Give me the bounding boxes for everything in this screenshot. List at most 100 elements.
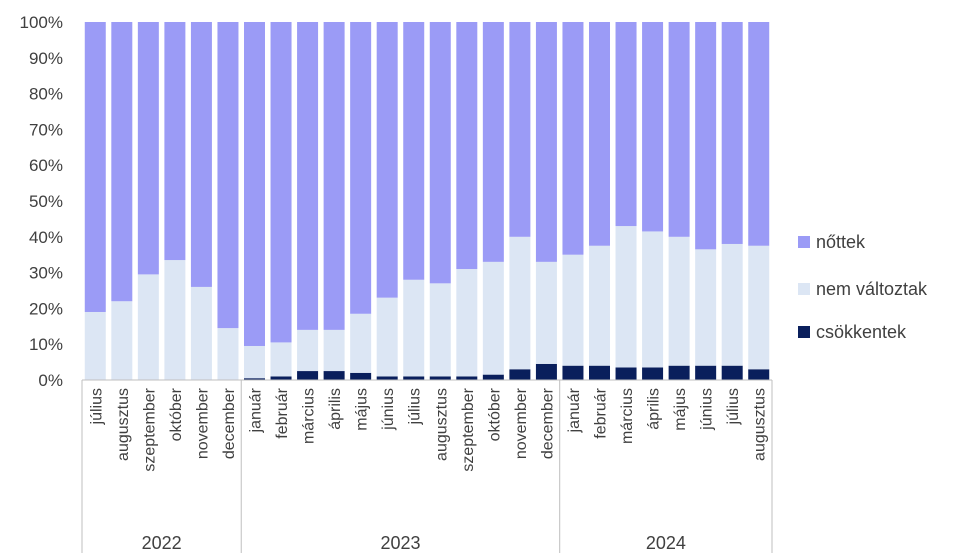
bar-segment-nem-változtak	[376, 297, 398, 377]
x-group-label: 2022	[142, 533, 182, 553]
bar-segment-nőttek	[695, 22, 717, 250]
x-tick-label: január	[566, 387, 583, 433]
bar-segment-csökkentek	[270, 376, 292, 380]
bar-segment-csökkentek	[403, 376, 425, 380]
bar-segment-csökkentek	[562, 365, 584, 380]
bar-segment-nem-változtak	[562, 254, 584, 366]
y-tick-label: 10%	[29, 335, 63, 354]
bar-segment-nőttek	[350, 22, 372, 314]
bar-segment-nem-változtak	[297, 329, 319, 372]
y-tick-label: 20%	[29, 299, 63, 318]
bar-segment-nem-változtak	[589, 245, 610, 366]
bar-segment-nem-változtak	[642, 231, 664, 368]
bar-segment-nem-változtak	[190, 286, 212, 380]
bar-segment-csökkentek	[748, 369, 770, 380]
bar-segment-nőttek	[589, 22, 610, 246]
x-group-label: 2024	[646, 533, 686, 553]
y-tick-label: 100%	[20, 13, 63, 32]
bar-segment-nem-változtak	[350, 313, 372, 373]
bar-segment-nem-változtak	[482, 261, 504, 375]
bar-segment-csökkentek	[376, 376, 398, 380]
y-tick-label: 40%	[29, 228, 63, 247]
bar-segment-nem-változtak	[456, 269, 478, 377]
x-tick-label: október	[168, 387, 185, 441]
x-tick-label: június	[380, 388, 397, 431]
bar-segment-nőttek	[615, 22, 637, 227]
legend-swatch	[798, 326, 810, 338]
bar-segment-nőttek	[323, 22, 345, 330]
bar-segment-nem-változtak	[615, 226, 637, 368]
x-tick-label: március	[301, 388, 318, 444]
x-tick-label: december	[539, 387, 556, 459]
legend: nőttek nem változtak csökkentek	[798, 232, 928, 342]
bar-segment-nőttek	[748, 22, 770, 246]
bars	[84, 22, 770, 380]
x-tick-label: július	[407, 388, 424, 425]
y-tick-label: 30%	[29, 264, 63, 283]
legend-swatch	[798, 283, 810, 295]
bar-segment-nem-változtak	[403, 279, 425, 377]
x-tick-label: november	[513, 387, 530, 459]
bar-segment-nőttek	[642, 22, 664, 232]
y-tick-label: 80%	[29, 85, 63, 104]
bar-segment-nem-változtak	[137, 274, 159, 380]
bar-segment-nőttek	[376, 22, 398, 298]
bar-segment-nőttek	[562, 22, 584, 255]
x-tick-label: november	[194, 387, 211, 459]
bar-segment-nőttek	[137, 22, 159, 275]
legend-label: nem változtak	[816, 279, 928, 299]
bar-segment-nem-változtak	[748, 245, 770, 370]
bar-segment-nem-változtak	[695, 249, 717, 366]
bar-segment-csökkentek	[721, 365, 743, 380]
legend-label: nőttek	[816, 232, 866, 252]
bar-segment-csökkentek	[456, 376, 478, 380]
bar-segment-csökkentek	[695, 365, 717, 380]
bar-segment-nőttek	[190, 22, 212, 287]
bar-segment-csökkentek	[535, 363, 557, 380]
x-tick-label: július	[725, 388, 742, 425]
x-tick-label: május	[672, 388, 689, 431]
bar-segment-csökkentek	[509, 369, 531, 380]
x-tick-label: október	[486, 387, 503, 441]
bar-segment-nem-változtak	[111, 301, 133, 380]
bar-segment-nem-változtak	[721, 243, 743, 366]
axis-ticks: 0% 10% 20% 30% 40% 50% 60% 70% 80% 90% 100%	[20, 13, 63, 390]
bar-segment-nőttek	[84, 22, 106, 312]
bar-segment-csökkentek	[615, 367, 637, 380]
bar-segment-csökkentek	[323, 371, 345, 380]
x-tick-label: augusztus	[433, 388, 450, 461]
y-tick-label: 70%	[29, 120, 63, 139]
x-tick-label: szeptember	[141, 387, 158, 471]
y-tick-label: 60%	[29, 156, 63, 175]
bar-segment-nem-változtak	[323, 329, 345, 372]
legend-swatch	[798, 236, 810, 248]
x-tick-label: február	[274, 387, 291, 438]
bar-segment-nem-változtak	[164, 260, 186, 380]
bar-segment-nőttek	[509, 22, 531, 237]
bar-segment-nem-változtak	[429, 283, 451, 377]
bar-segment-nem-változtak	[668, 236, 690, 366]
bar-segment-nőttek	[244, 22, 265, 346]
x-tick-label: március	[619, 388, 636, 444]
bar-segment-nőttek	[297, 22, 319, 330]
bar-segment-nőttek	[164, 22, 186, 261]
bar-segment-nőttek	[403, 22, 425, 280]
x-tick-label: június	[699, 388, 716, 431]
x-tick-label: szeptember	[460, 387, 477, 471]
bar-segment-nem-változtak	[244, 345, 265, 379]
bar-segment-nőttek	[429, 22, 451, 284]
bar-segment-csökkentek	[297, 371, 319, 380]
bar-segment-nem-változtak	[535, 261, 557, 364]
x-tick-label: április	[646, 388, 663, 430]
bar-segment-csökkentek	[668, 365, 690, 380]
x-tick-label: május	[354, 388, 371, 431]
y-tick-label: 50%	[29, 192, 63, 211]
bar-segment-nőttek	[482, 22, 504, 262]
bar-segment-nőttek	[217, 22, 239, 329]
y-tick-label: 0%	[38, 371, 63, 390]
bar-segment-csökkentek	[244, 378, 265, 380]
x-tick-label: július	[88, 388, 105, 425]
bar-segment-nőttek	[270, 22, 292, 343]
bar-segment-csökkentek	[429, 376, 451, 380]
